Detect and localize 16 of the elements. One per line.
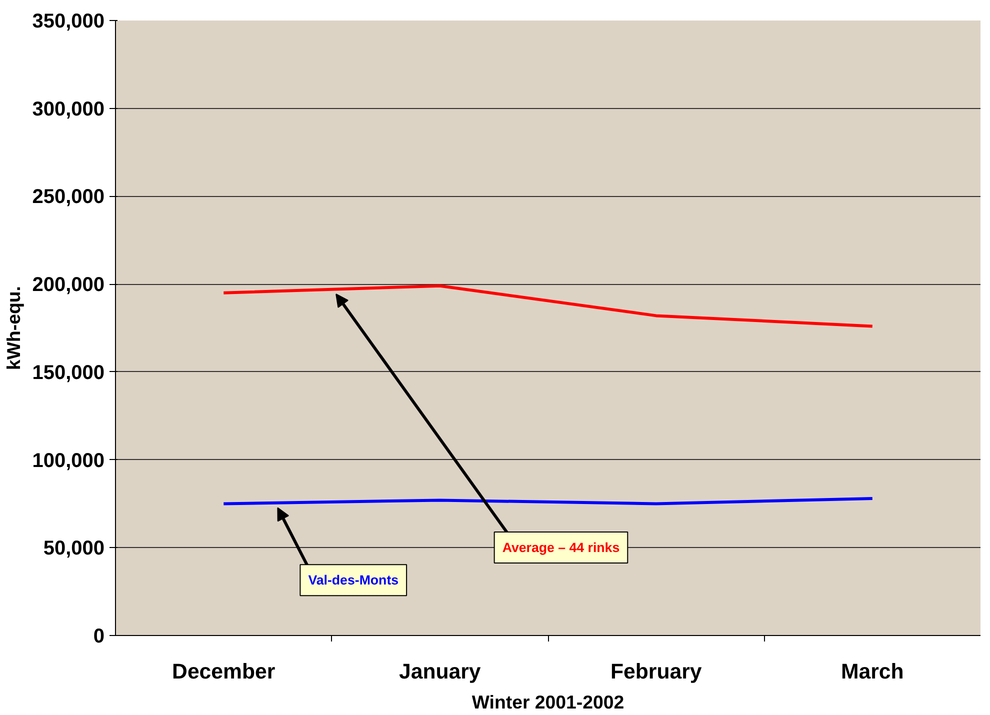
x-tick-label: February (610, 660, 702, 684)
y-tick-label: 350,000 (32, 10, 104, 32)
text: Val-des-Monts (308, 572, 399, 588)
y-tick-label: 200,000 (32, 274, 104, 296)
y-axis-title: kWh-equ. (3, 286, 24, 370)
y-tick-label: 100,000 (32, 450, 104, 472)
y-tick-label: 0 (93, 626, 104, 648)
y-tick-label: 50,000 (43, 538, 104, 560)
y-tick-label: 300,000 (32, 98, 104, 120)
y-tick-label: 250,000 (32, 186, 104, 208)
x-tick-label: January (398, 660, 481, 684)
y-tick-label: 150,000 (32, 362, 104, 384)
text: Average – 44 rinks (502, 540, 620, 556)
x-tick-label: March (840, 660, 904, 684)
x-axis-title: Winter 2001-2002 (472, 692, 624, 712)
x-tick-label: December (172, 660, 276, 684)
